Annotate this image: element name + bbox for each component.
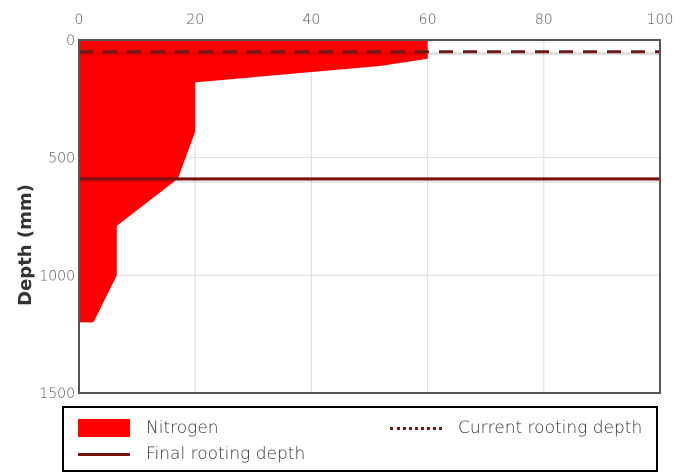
nitrogen-area-layer: [79, 40, 428, 323]
legend: Nitrogen Current rooting depth Final roo…: [62, 406, 658, 472]
legend-swatch-nitrogen: [78, 419, 130, 437]
rooting-depth-lines: [79, 50, 660, 183]
x-tick-labels: 0 20 40 60 80 100: [75, 12, 674, 28]
x-tick-label-0: 0: [75, 12, 84, 28]
x-tick-label-80: 80: [535, 12, 553, 28]
y-tick-label-0: 0: [66, 33, 75, 49]
legend-label-current-rooting-depth: Current rooting depth: [458, 418, 643, 438]
x-tick-label-60: 60: [419, 12, 437, 28]
y-axis-title: Depth (mm): [15, 184, 36, 306]
nitrogen-area: [79, 40, 428, 323]
x-tick-label-40: 40: [302, 12, 320, 28]
y-tick-label-500: 500: [48, 151, 75, 167]
x-tick-label-100: 100: [647, 12, 674, 28]
legend-swatch-current-rooting-depth: [390, 426, 442, 430]
plot-frame: [78, 39, 661, 394]
legend-item-current-rooting-depth: Current rooting depth: [390, 418, 642, 438]
y-tick-label-1500: 1500: [39, 386, 75, 402]
legend-label-nitrogen: Nitrogen: [146, 418, 219, 438]
legend-item-nitrogen: Nitrogen: [78, 418, 219, 438]
legend-item-final-rooting-depth: Final rooting depth: [78, 444, 305, 464]
y-tick-labels: 0 500 1000 1500: [39, 33, 75, 402]
legend-swatch-final-rooting-depth: [78, 452, 130, 456]
legend-label-final-rooting-depth: Final rooting depth: [146, 444, 306, 464]
y-tick-label-1000: 1000: [39, 268, 75, 284]
x-tick-label-20: 20: [186, 12, 204, 28]
